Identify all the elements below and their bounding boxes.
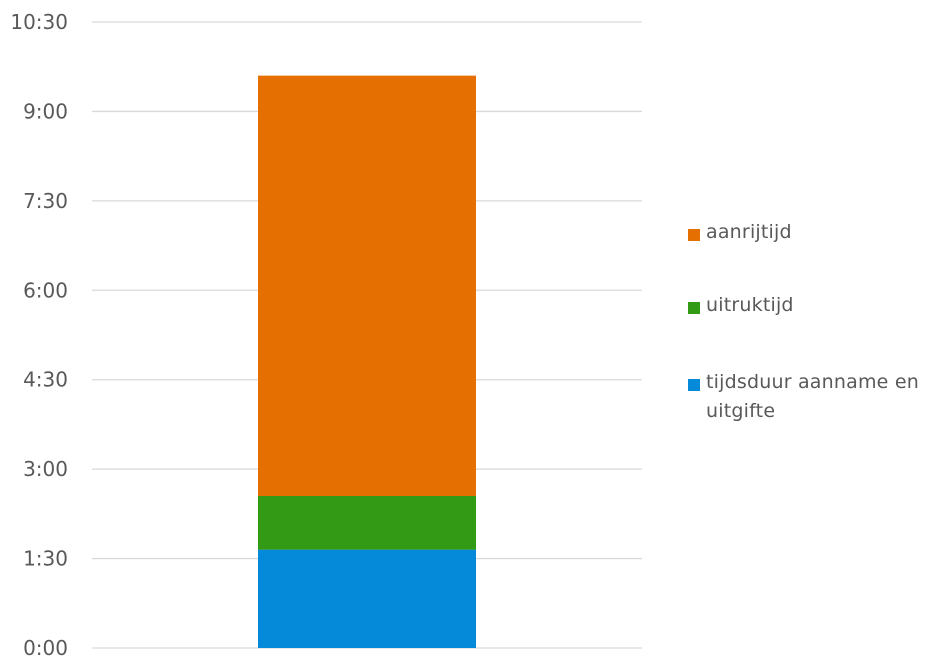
legend-swatch bbox=[688, 229, 700, 241]
y-tick-label: 3:00 bbox=[23, 457, 68, 481]
y-tick-label: 6:00 bbox=[23, 278, 68, 302]
legend-label: aanrijtijd bbox=[706, 221, 792, 243]
legend-item: aanrijtijd bbox=[688, 218, 933, 247]
bar-segment-aanrijtijd bbox=[258, 75, 476, 496]
y-tick-label: 9:00 bbox=[23, 99, 68, 123]
y-axis-tick-labels: 0:00 1:30 3:00 4:30 6:00 7:30 9:00 10:30 bbox=[10, 10, 68, 658]
y-tick-label: 0:00 bbox=[23, 636, 68, 658]
y-tick-label: 10:30 bbox=[10, 10, 68, 34]
bar-segments bbox=[258, 75, 476, 648]
legend-swatch bbox=[688, 302, 700, 314]
legend-label: tijdsduur aanname en uitgifte bbox=[706, 371, 919, 422]
legend-label: uitruktijd bbox=[706, 294, 794, 316]
y-tick-label: 1:30 bbox=[23, 547, 68, 571]
y-tick-label: 4:30 bbox=[23, 368, 68, 392]
legend-swatch bbox=[688, 379, 700, 391]
legend-item: uitruktijd bbox=[688, 291, 933, 320]
bar-segment-uitruktijd bbox=[258, 495, 476, 550]
legend: aanrijtijd uitruktijd tijdsduur aanname en… bbox=[688, 218, 933, 470]
y-tick-label: 7:30 bbox=[23, 189, 68, 213]
bar-segment-tijdsduur-aanname-en-uitgifte bbox=[258, 549, 476, 648]
legend-item: tijdsduur aanname en uitgifte bbox=[688, 368, 933, 426]
